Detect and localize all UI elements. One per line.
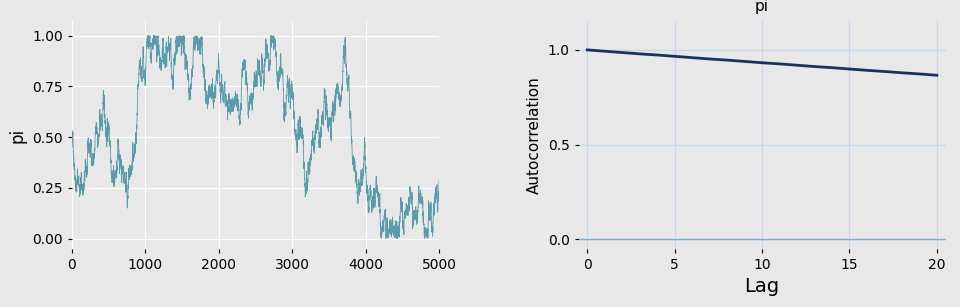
Y-axis label: Autocorrelation: Autocorrelation — [527, 76, 542, 194]
Y-axis label: pi: pi — [9, 127, 27, 143]
Text: pi: pi — [756, 0, 769, 14]
X-axis label: Lag: Lag — [745, 277, 780, 296]
